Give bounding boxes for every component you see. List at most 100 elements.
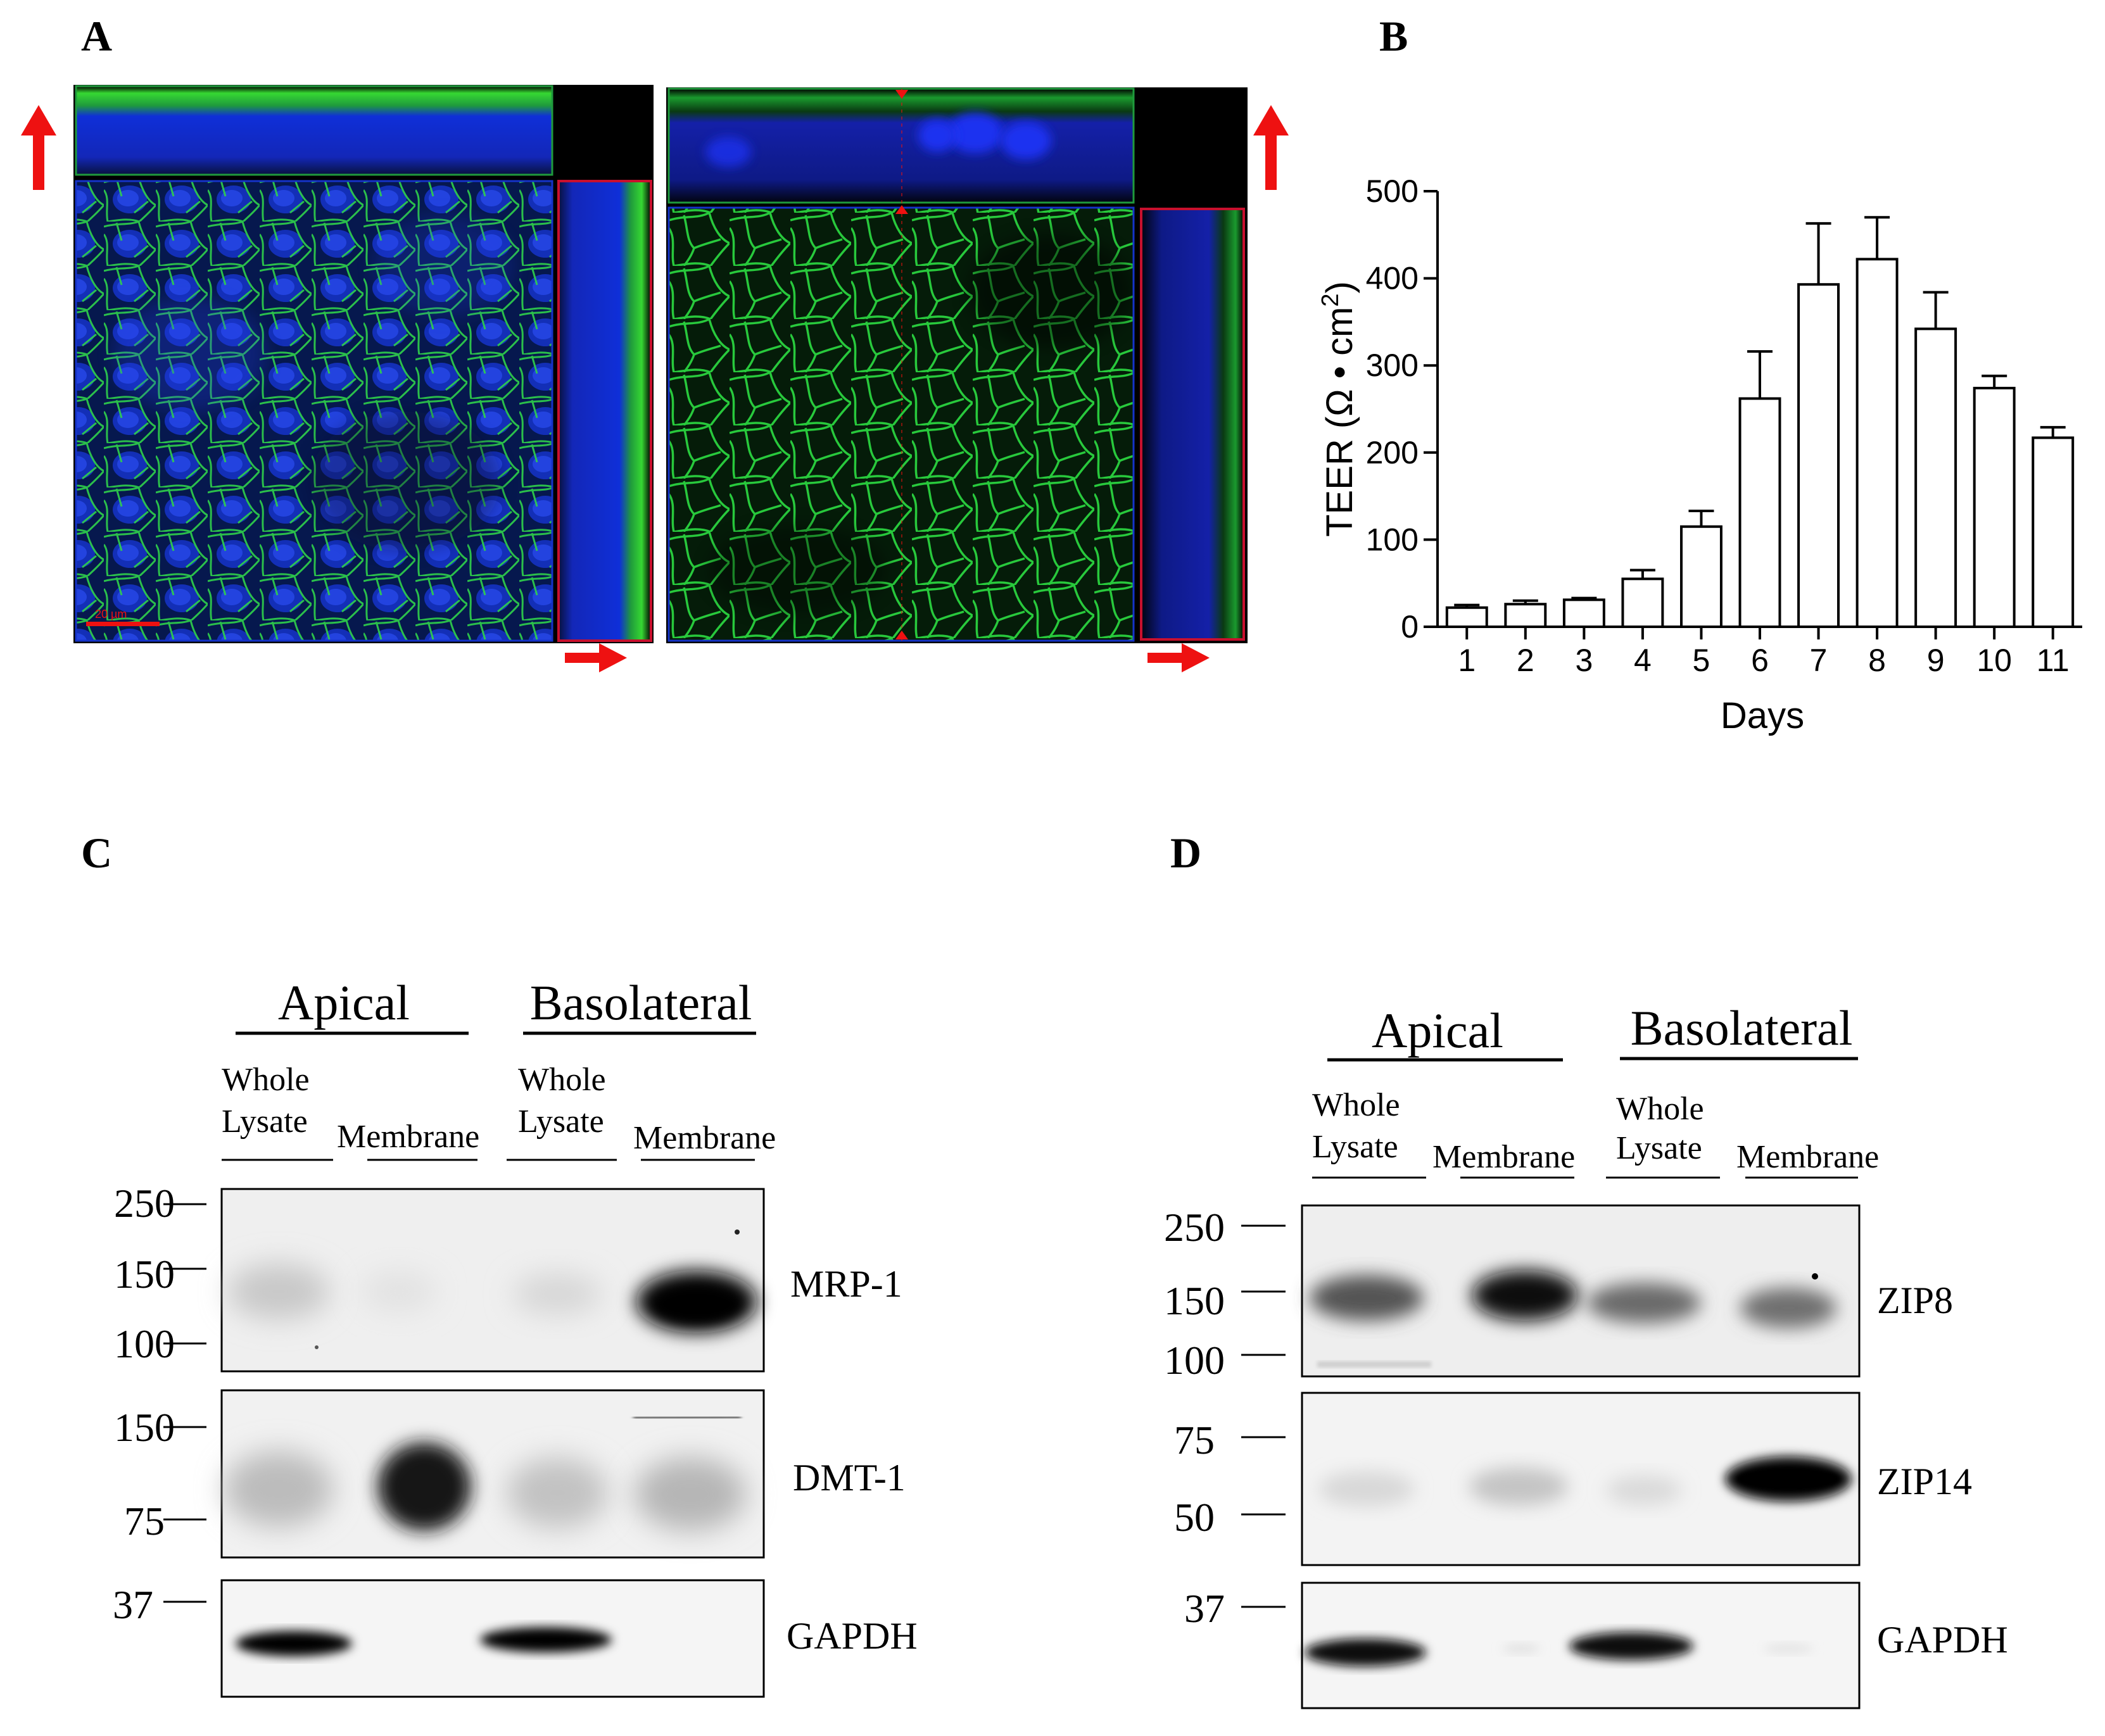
lane-header-1: Whole Lysate [222, 1062, 333, 1161]
arrow-right-icon [565, 643, 627, 672]
x-axis-label: Days [1721, 695, 1804, 736]
lane-label-line2: Membrane [1736, 1139, 1879, 1175]
lane-label-line2: Lysate [518, 1104, 604, 1140]
orthogonal-xz-view-2 [667, 87, 1135, 204]
lane-label-line2: Lysate [1616, 1130, 1702, 1166]
mw-marker-label: 50 [1174, 1495, 1215, 1540]
x-tick-label: 10 [1976, 643, 2012, 678]
protein-label: MRP-1 [790, 1263, 902, 1305]
lane-label-line1: Whole [222, 1062, 310, 1098]
error-bars [1454, 216, 2066, 608]
mw-marker-label: 150 [1164, 1278, 1225, 1323]
confocal-image-2 [666, 87, 1248, 643]
panel-label-a: A [81, 12, 112, 60]
teer-bar-chart: 0 100 200 300 400 500 1 2 3 4 5 6 7 8 9 10 11 Days TEER… [1317, 173, 2082, 736]
protein-label: DMT-1 [793, 1457, 906, 1499]
x-tick-label: 7 [1810, 643, 1828, 678]
arrow-up-icon [21, 105, 56, 190]
mw-marker-label: 250 [1164, 1205, 1225, 1250]
y-tick-label: 400 [1366, 261, 1419, 296]
lane-header-4: Membrane [1736, 1139, 1879, 1179]
blot-strip-zip14 [1301, 1392, 1861, 1566]
lane-label-line2: Membrane [337, 1119, 479, 1155]
blot-strip-dmt1 [220, 1389, 765, 1559]
y-tick-label: 500 [1366, 173, 1419, 209]
mw-marker-label: 150 [114, 1252, 175, 1297]
lane-header-4: Membrane [633, 1120, 776, 1161]
mw-marker-label: 75 [1174, 1418, 1215, 1462]
bar-day-3 [1562, 598, 1605, 628]
bar-day-2 [1504, 603, 1547, 628]
lane-header-2: Membrane [337, 1119, 479, 1161]
bar-day-5 [1679, 525, 1723, 629]
x-axis-ticks: 1 2 3 4 5 6 7 8 9 10 11 [1458, 627, 2070, 678]
x-tick-label: 11 [2037, 643, 2070, 678]
lane-label-line1: Whole [1312, 1087, 1400, 1123]
panel-label-b: B [1379, 12, 1408, 60]
lane-header-3: Whole Lysate [1606, 1091, 1720, 1179]
x-tick-label: 3 [1575, 643, 1593, 678]
group-apical-label: Apical [1372, 1003, 1503, 1058]
y-axis-label-main: TEER (Ω • cm [1319, 307, 1360, 537]
lane-label-line1: Whole [518, 1062, 606, 1098]
scale-bar-label: 20 µm [95, 608, 127, 620]
confocal-panel-a: 20 µm [21, 85, 1289, 672]
lane-header-3: Whole Lysate [507, 1062, 617, 1161]
lane-label-line2: Lysate [1312, 1129, 1398, 1165]
mw-marker-label: 75 [124, 1499, 165, 1544]
y-tick-label: 200 [1366, 435, 1419, 470]
panel-label-c: C [81, 829, 112, 877]
xy-cell-view-2 [667, 89, 1135, 642]
x-tick-label: 5 [1693, 643, 1710, 678]
blot-strip-gapdh [220, 1579, 765, 1698]
bar-day-1 [1445, 606, 1488, 629]
y-tick-label: 100 [1366, 522, 1419, 557]
lane-header-1: Whole Lysate [1312, 1087, 1426, 1179]
lane-label-line2: Membrane [1432, 1139, 1575, 1175]
x-tick-label: 2 [1517, 643, 1534, 678]
x-tick-label: 8 [1868, 643, 1886, 678]
mw-marker-label: 37 [1184, 1586, 1225, 1631]
scale-bar [86, 622, 160, 626]
orthogonal-xz-view [75, 85, 553, 176]
blot-strip-zip8 [1301, 1204, 1861, 1378]
x-tick-label: 1 [1458, 643, 1476, 678]
bar-day-6 [1738, 397, 1781, 628]
protein-label: GAPDH [1877, 1619, 2008, 1661]
arrow-right-icon-2 [1147, 643, 1210, 672]
arrow-up-icon-2 [1253, 105, 1289, 190]
protein-label: ZIP8 [1877, 1280, 1953, 1321]
x-tick-label: 6 [1751, 643, 1769, 678]
lane-header-2: Membrane [1432, 1139, 1575, 1179]
protein-label: ZIP14 [1877, 1461, 1972, 1502]
x-tick-label: 9 [1927, 643, 1945, 678]
y-axis-label: TEER (Ω • cm2) [1317, 281, 1360, 537]
xy-cell-view: 20 µm [75, 180, 553, 642]
group-basolateral-label: Basolateral [530, 975, 752, 1030]
lane-label-line2: Membrane [633, 1120, 776, 1156]
bar-day-10 [1973, 386, 2016, 628]
bar-day-4 [1621, 577, 1664, 629]
blot-strip-mrp1 [220, 1188, 765, 1373]
bar-day-11 [2032, 436, 2075, 629]
y-tick-label: 0 [1401, 609, 1419, 645]
group-basolateral-label: Basolateral [1631, 1000, 1853, 1055]
orthogonal-yz-view-2 [1140, 208, 1245, 641]
bar-day-9 [1914, 327, 1957, 629]
protein-label: GAPDH [787, 1615, 918, 1657]
blot-strip-gapdh [1301, 1582, 1861, 1709]
bar-day-7 [1797, 283, 1840, 628]
bar-day-8 [1855, 258, 1899, 628]
lane-label-line1: Whole [1616, 1091, 1704, 1127]
panel-label-d: D [1170, 829, 1201, 877]
mw-marker-label: 100 [1164, 1338, 1225, 1383]
confocal-image-1: 20 µm [73, 85, 654, 643]
group-apical-label: Apical [278, 975, 410, 1030]
bars [1445, 258, 2075, 629]
orthogonal-yz-view [557, 180, 652, 642]
x-tick-label: 4 [1634, 643, 1652, 678]
y-axis-ticks: 0 100 200 300 400 500 [1366, 173, 1438, 645]
mw-marker-label: 37 [113, 1582, 153, 1627]
y-axis-label-exponent: 2 [1317, 293, 1344, 306]
